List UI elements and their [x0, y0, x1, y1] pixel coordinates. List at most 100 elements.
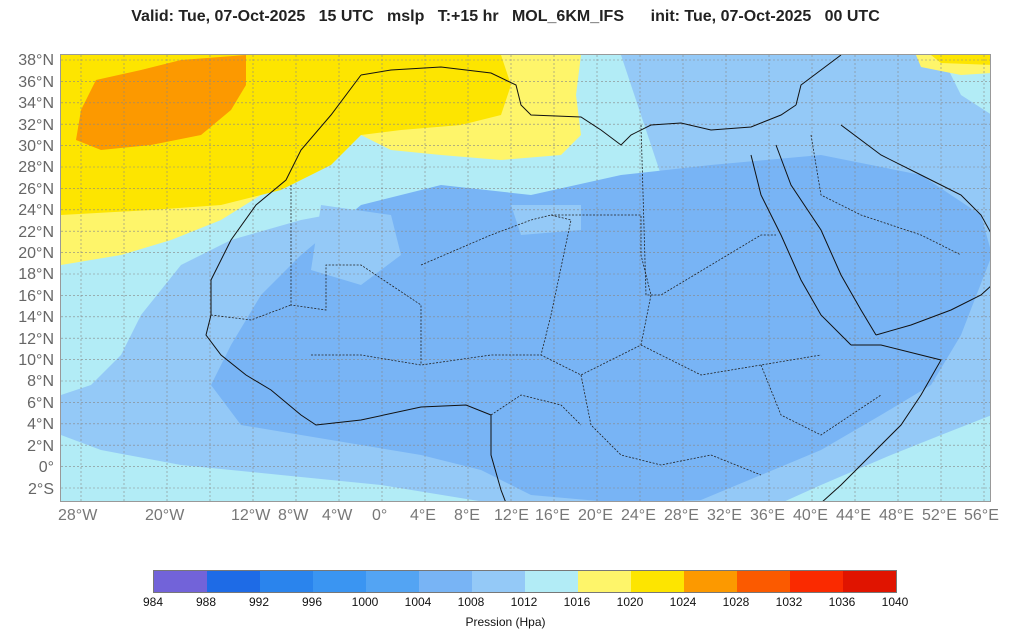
colorbar-tick: 1036 [828, 595, 856, 609]
pressure-map [60, 54, 991, 502]
lat-label: 36°N [18, 74, 54, 91]
border-9 [810, 134, 962, 256]
graticule [61, 55, 990, 501]
lon-label: 36°E [750, 507, 785, 524]
field-1008-patch-b [511, 205, 581, 235]
colorbar-swatch [843, 571, 896, 592]
colorbar-tick: 1032 [775, 595, 803, 609]
lon-label: 44°E [836, 507, 871, 524]
colorbar-tick: 1040 [881, 595, 909, 609]
lat-label: 6°N [27, 395, 54, 412]
lat-label: 12°N [18, 331, 54, 348]
colorbar-tick: 1000 [351, 595, 379, 609]
colorbar-swatch [737, 571, 790, 592]
lon-label: 28°E [664, 507, 699, 524]
coast-arabia [875, 286, 990, 336]
lat-label: 16°N [18, 288, 54, 305]
lat-label: 20°N [18, 245, 54, 262]
lat-label: 2°N [27, 438, 54, 455]
colorbar-swatch [260, 571, 313, 592]
coast-mediterranean [360, 66, 797, 146]
lon-label: 8°E [454, 507, 480, 524]
colorbar-swatch [154, 571, 207, 592]
colorbar-tick: 1008 [457, 595, 485, 609]
colorbar-tick: 1024 [669, 595, 697, 609]
colorbar-swatch [366, 571, 419, 592]
border-2 [420, 214, 572, 356]
lon-label: 56°E [964, 507, 999, 524]
pressure-map-canvas [61, 55, 990, 501]
lat-label: 30°N [18, 138, 54, 155]
field-1020-ne [931, 55, 990, 65]
lon-label: 12°E [494, 507, 529, 524]
colorbar-tick: 1004 [404, 595, 432, 609]
lon-label: 0° [372, 507, 388, 524]
lon-label: 48°E [879, 507, 914, 524]
colorbar-tick: 988 [195, 595, 217, 609]
colorbar-swatch [419, 571, 472, 592]
political-borders [210, 124, 962, 476]
lat-label: 22°N [18, 224, 54, 241]
colorbar-swatch [684, 571, 737, 592]
lon-label: 20°W [145, 507, 185, 524]
colorbar-swatch [207, 571, 260, 592]
border-6 [311, 344, 822, 376]
lat-label: 38°N [18, 52, 54, 69]
lon-label: 24°E [621, 507, 656, 524]
field-1004-central [211, 155, 990, 501]
lat-label: 0° [38, 459, 54, 476]
field-1012-south [61, 435, 479, 501]
lon-label: 32°E [707, 507, 742, 524]
lat-label: 2°S [28, 481, 54, 498]
lon-label: 4°W [322, 507, 353, 524]
colorbar-tick: 1012 [510, 595, 538, 609]
border-10 [490, 394, 582, 426]
colorbar-title: Pression (Hpa) [465, 615, 546, 629]
colorbar-swatch [578, 571, 631, 592]
lat-label: 4°N [27, 416, 54, 433]
colorbar-swatch [631, 571, 684, 592]
lat-label: 24°N [18, 202, 54, 219]
colorbar-swatch [313, 571, 366, 592]
colorbar-swatch [525, 571, 578, 592]
colorbar-tick: 1016 [563, 595, 591, 609]
field-1012-southeast [785, 415, 990, 501]
border-1 [290, 185, 422, 365]
lat-label: 34°N [18, 95, 54, 112]
lon-label: 52°E [922, 507, 957, 524]
lon-label: 20°E [578, 507, 613, 524]
border-5 [210, 304, 292, 321]
map-title: Valid: Tue, 07-Oct-2025 15 UTC mslp T:+1… [131, 8, 880, 25]
coast-nw-africa [205, 74, 506, 501]
colorbar-tick: 992 [248, 595, 270, 609]
lat-label: 32°N [18, 117, 54, 134]
coast-horn [822, 344, 942, 501]
lon-label: 28°W [58, 507, 98, 524]
lon-label: 12°W [231, 507, 271, 524]
pressure-colorbar [153, 570, 897, 593]
lat-label: 8°N [27, 373, 54, 390]
colorbar-swatch [472, 571, 525, 592]
colorbar-tick: 1028 [722, 595, 750, 609]
colorbar-tick: 996 [301, 595, 323, 609]
border-7 [580, 374, 762, 476]
coast-levant [795, 55, 842, 106]
colorbar-tick: 1020 [616, 595, 644, 609]
coast-red-sea-west [750, 154, 852, 346]
lat-label: 14°N [18, 309, 54, 326]
border-4 [640, 124, 776, 296]
lon-label: 40°E [793, 507, 828, 524]
colorbar-swatch [790, 571, 843, 592]
lat-label: 26°N [18, 181, 54, 198]
coast-red-sea-east [775, 144, 877, 336]
coastlines [205, 55, 990, 501]
lat-label: 18°N [18, 266, 54, 283]
border-8 [760, 364, 882, 436]
lon-label: 16°E [535, 507, 570, 524]
coast-gulf [840, 124, 990, 233]
lon-label: 4°E [410, 507, 436, 524]
lat-label: 28°N [18, 159, 54, 176]
lon-label: 8°W [278, 507, 309, 524]
border-3 [551, 214, 652, 346]
lat-label: 10°N [18, 352, 54, 369]
